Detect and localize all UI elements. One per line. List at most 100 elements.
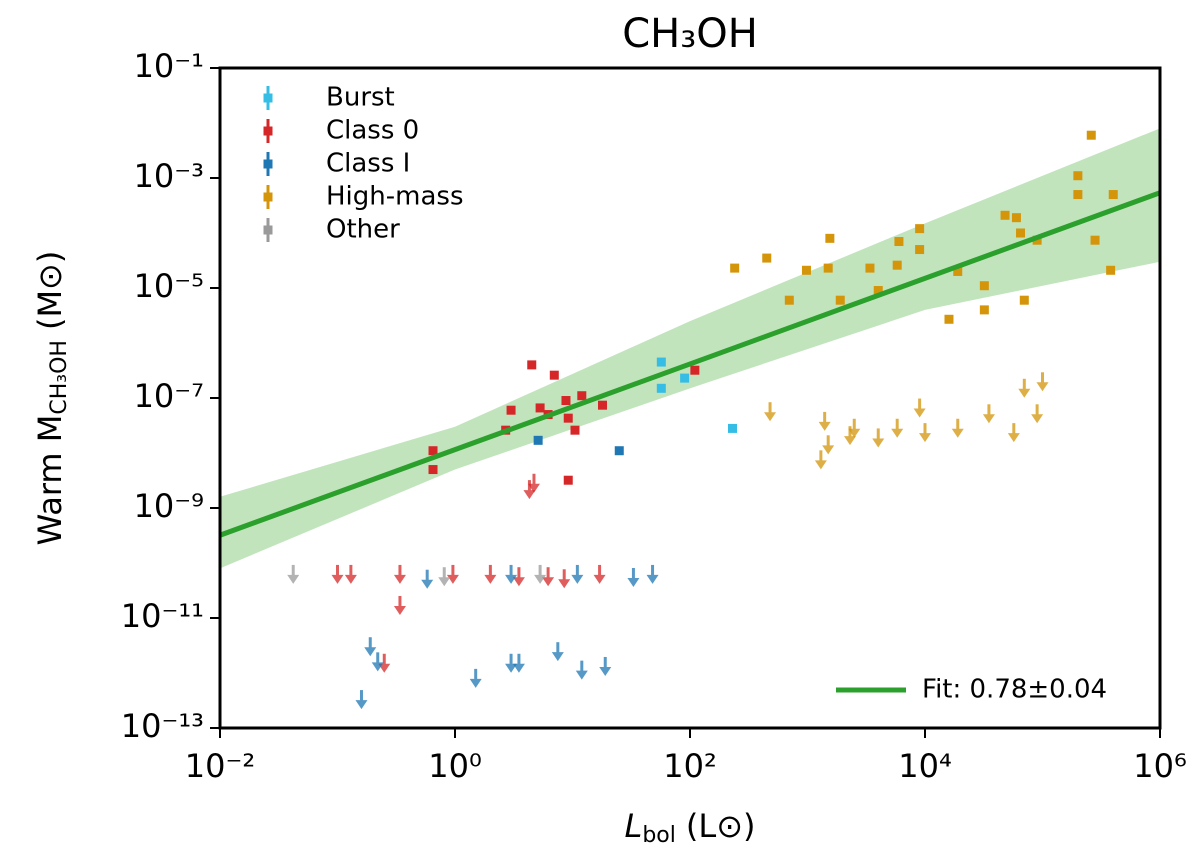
upper-limit — [982, 404, 995, 424]
limit-arrow — [558, 579, 571, 589]
chart-title: CH₃OH — [622, 11, 758, 57]
point — [561, 396, 571, 406]
limit-arrow — [438, 577, 451, 587]
legend-label: Class 0 — [326, 116, 419, 146]
upper-limit — [551, 642, 564, 662]
point — [680, 373, 690, 383]
limit-arrow — [919, 433, 931, 443]
x-axis-label: Lbol (L⊙) — [625, 807, 756, 848]
point — [825, 233, 835, 243]
upper-limit — [355, 690, 368, 710]
limit-arrow — [982, 414, 995, 424]
legend-marker — [263, 159, 273, 169]
limit-arrow — [951, 428, 964, 438]
limit-arrow — [393, 605, 406, 615]
point — [915, 245, 925, 255]
limit-arrow — [1036, 382, 1049, 392]
upper-limit — [527, 473, 540, 493]
point — [597, 400, 607, 410]
upper-limit — [646, 564, 659, 584]
y-tick-label: 10⁻¹¹ — [121, 597, 204, 635]
point — [527, 360, 537, 370]
point — [1073, 190, 1083, 200]
limit-arrow — [575, 670, 588, 680]
point — [1108, 190, 1118, 200]
x-tick-label: 10² — [663, 747, 717, 785]
limit-arrow — [331, 574, 344, 584]
point — [894, 237, 904, 247]
limit-arrow — [512, 663, 525, 673]
y-label-sub: CH₃OH — [47, 340, 72, 415]
point — [865, 263, 875, 273]
point — [835, 295, 845, 305]
limit-arrow — [393, 574, 406, 584]
point — [570, 425, 580, 435]
limit-arrow — [484, 574, 497, 584]
limit-arrow — [355, 700, 368, 710]
limit-arrow — [371, 662, 384, 672]
limit-arrow — [1007, 433, 1020, 443]
upper-limit — [599, 656, 612, 676]
upper-limit — [512, 653, 525, 673]
limit-arrow — [505, 663, 518, 673]
upper-limit — [822, 435, 835, 455]
x-tick-label: 10⁰ — [428, 747, 482, 785]
legend-marker — [263, 192, 273, 202]
upper-limit — [446, 564, 459, 584]
upper-limit — [571, 564, 584, 584]
point — [1073, 171, 1083, 181]
limit-arrow — [287, 574, 300, 584]
upper-limit — [469, 668, 482, 688]
point — [944, 314, 954, 324]
upper-limit — [344, 564, 357, 584]
limit-arrow — [571, 574, 584, 584]
upper-limit — [371, 652, 384, 672]
point — [823, 263, 833, 273]
limit-arrow — [1031, 414, 1044, 424]
point — [1016, 228, 1026, 238]
upper-limit — [558, 569, 571, 589]
upper-limit — [534, 564, 547, 584]
point — [428, 465, 438, 475]
upper-limit — [421, 569, 434, 589]
point — [728, 423, 738, 433]
upper-limit — [575, 660, 588, 680]
upper-limit — [951, 418, 964, 438]
upper-limit — [891, 418, 904, 438]
y-axis-label: Warm MCH₃OH (M⊙) — [31, 251, 72, 546]
limit-arrow — [542, 577, 555, 587]
point — [428, 446, 438, 456]
upper-limit — [627, 568, 640, 588]
upper-limit — [872, 428, 885, 448]
limit-arrow — [534, 574, 547, 584]
x-tick-label: 10⁶ — [1133, 747, 1187, 785]
x-tick-label: 10⁴ — [898, 747, 952, 785]
upper-limit — [331, 564, 344, 584]
point — [506, 405, 516, 415]
x-tick-label: 10⁻² — [185, 747, 255, 785]
limit-arrow — [512, 577, 525, 587]
limit-arrow — [627, 578, 640, 588]
point — [784, 295, 794, 305]
point — [1086, 130, 1096, 140]
point — [690, 365, 700, 375]
x-label-symbol: L — [625, 807, 643, 845]
upper-limit — [913, 398, 926, 418]
legend-marker — [263, 126, 273, 136]
upper-limit — [919, 423, 931, 443]
point — [1019, 295, 1029, 305]
legend-marker — [263, 93, 273, 103]
limit-arrow — [872, 438, 885, 448]
limit-arrow — [818, 421, 831, 431]
limit-arrow — [505, 574, 518, 584]
fit-line — [220, 190, 1160, 538]
point — [563, 475, 573, 485]
upper-limit — [393, 595, 406, 615]
upper-limit — [523, 480, 536, 500]
limit-arrow — [844, 436, 857, 446]
upper-limit — [1031, 404, 1044, 424]
point — [873, 286, 883, 296]
point — [656, 383, 666, 393]
upper-limit — [393, 564, 406, 584]
